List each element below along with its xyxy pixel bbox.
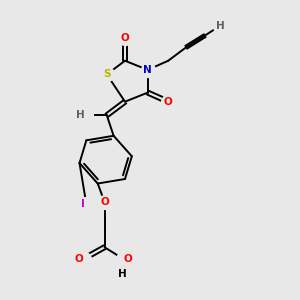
Text: S: S [103,69,110,80]
Text: H: H [118,269,127,280]
Text: O: O [121,33,129,43]
Text: I: I [81,199,85,209]
Text: O: O [164,97,172,107]
Text: O: O [100,197,109,207]
Text: O: O [124,254,133,264]
Text: H: H [76,110,85,120]
Text: O: O [74,254,83,264]
Text: H: H [216,20,225,31]
Text: N: N [143,65,152,75]
